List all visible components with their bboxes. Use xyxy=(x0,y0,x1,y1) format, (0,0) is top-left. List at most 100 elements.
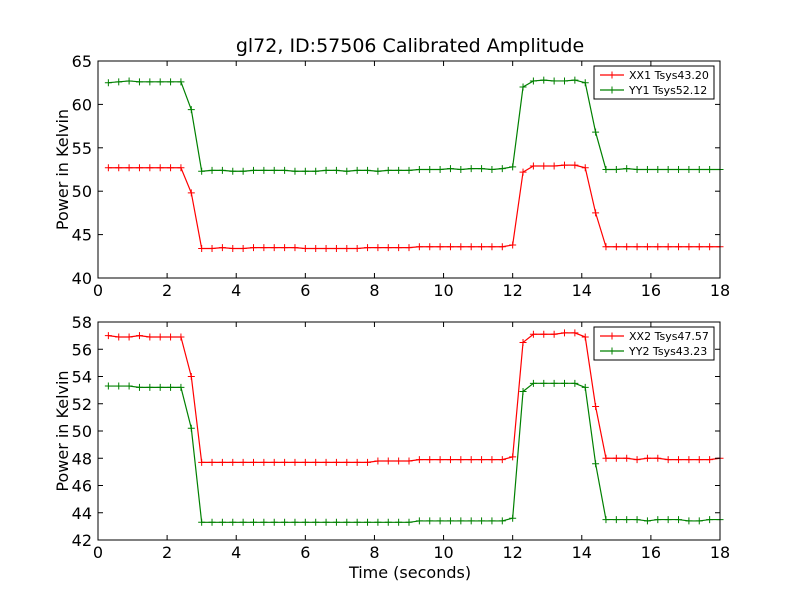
data-point xyxy=(291,167,299,175)
data-point xyxy=(260,458,268,466)
data-point xyxy=(405,166,413,174)
y-tick-label: 58 xyxy=(72,313,92,332)
data-point xyxy=(135,383,143,391)
data-point xyxy=(281,458,289,466)
y-tick-label: 44 xyxy=(72,504,92,523)
data-point xyxy=(135,164,143,172)
axes-frame xyxy=(97,60,721,279)
data-point xyxy=(426,456,434,464)
data-point xyxy=(218,458,226,466)
data-point xyxy=(156,164,164,172)
data-point xyxy=(156,333,164,341)
data-point xyxy=(467,165,475,173)
data-point xyxy=(322,518,330,526)
data-point xyxy=(125,333,133,341)
data-point xyxy=(571,329,579,337)
data-point xyxy=(332,518,340,526)
data-point xyxy=(706,456,714,464)
y-tick-label: 55 xyxy=(72,139,92,158)
data-point xyxy=(301,244,309,252)
data-point xyxy=(446,165,454,173)
x-tick-label: 10 xyxy=(433,281,453,300)
data-point xyxy=(270,458,278,466)
data-point xyxy=(374,457,382,465)
data-point xyxy=(415,243,423,251)
data-point xyxy=(270,244,278,252)
data-point xyxy=(529,162,537,170)
y-tick-label: 50 xyxy=(72,422,92,441)
x-tick-label: 2 xyxy=(162,543,172,562)
data-point xyxy=(498,456,506,464)
data-point xyxy=(104,79,112,87)
legend-marker xyxy=(608,71,616,79)
data-point xyxy=(675,456,683,464)
data-point xyxy=(695,517,703,525)
data-point xyxy=(239,518,247,526)
y-tick-label: 56 xyxy=(72,340,92,359)
subplot-1: 0 2 4 6 8 10 12 14 16 18 40 45 50 55 60 65 Power in Kelv… xyxy=(53,52,730,300)
data-point xyxy=(488,243,496,251)
data-point xyxy=(167,164,175,172)
data-point xyxy=(581,383,589,391)
data-point xyxy=(405,518,413,526)
data-point xyxy=(104,164,112,172)
data-point xyxy=(602,454,610,462)
data-point xyxy=(467,243,475,251)
data-point xyxy=(561,329,568,337)
data-point xyxy=(384,244,392,252)
data-point xyxy=(301,167,309,175)
x-tick-label: 8 xyxy=(369,543,379,562)
data-point xyxy=(571,379,579,387)
data-point xyxy=(250,244,257,252)
data-point xyxy=(509,453,517,461)
data-point xyxy=(135,78,143,86)
data-point xyxy=(519,168,527,176)
data-point xyxy=(550,330,558,338)
y-tick-label: 50 xyxy=(72,182,92,201)
data-point xyxy=(270,166,278,174)
y-tick-label: 48 xyxy=(72,449,92,468)
data-point xyxy=(250,458,257,466)
legend: XX2 Tsys47.57 YY2 Tsys43.23 xyxy=(593,326,715,361)
x-tick-label: 18 xyxy=(710,281,730,300)
data-point xyxy=(374,167,382,175)
data-point xyxy=(602,166,610,173)
data-point xyxy=(229,167,237,175)
data-point xyxy=(592,402,600,410)
data-point xyxy=(146,333,154,341)
data-point xyxy=(395,457,403,465)
data-point xyxy=(467,517,475,525)
data-point xyxy=(426,517,434,525)
data-point xyxy=(436,243,444,251)
data-point xyxy=(509,241,517,249)
legend-label: XX2 Tsys47.57 xyxy=(629,330,709,343)
data-point xyxy=(519,83,527,91)
data-point xyxy=(436,517,444,525)
data-point xyxy=(395,244,403,252)
data-point xyxy=(488,166,496,173)
data-point xyxy=(405,457,413,465)
data-point xyxy=(218,166,226,174)
data-point xyxy=(612,454,620,462)
data-point xyxy=(612,166,620,173)
data-point xyxy=(322,458,330,466)
data-point xyxy=(218,244,226,252)
data-point xyxy=(353,458,361,466)
x-tick-label: 14 xyxy=(572,281,592,300)
x-tick-label: 0 xyxy=(93,281,103,300)
data-point xyxy=(301,518,309,526)
data-point xyxy=(167,383,175,391)
x-tick-label: 6 xyxy=(300,281,310,300)
data-point xyxy=(260,166,268,174)
x-tick-label: 10 xyxy=(433,543,453,562)
data-point xyxy=(239,458,247,466)
data-point xyxy=(353,518,361,526)
data-point xyxy=(364,166,372,174)
data-point xyxy=(208,458,216,466)
data-point xyxy=(281,518,289,526)
data-point xyxy=(664,456,672,464)
data-point xyxy=(187,373,195,380)
data-point xyxy=(156,383,164,391)
data-point xyxy=(509,514,517,522)
